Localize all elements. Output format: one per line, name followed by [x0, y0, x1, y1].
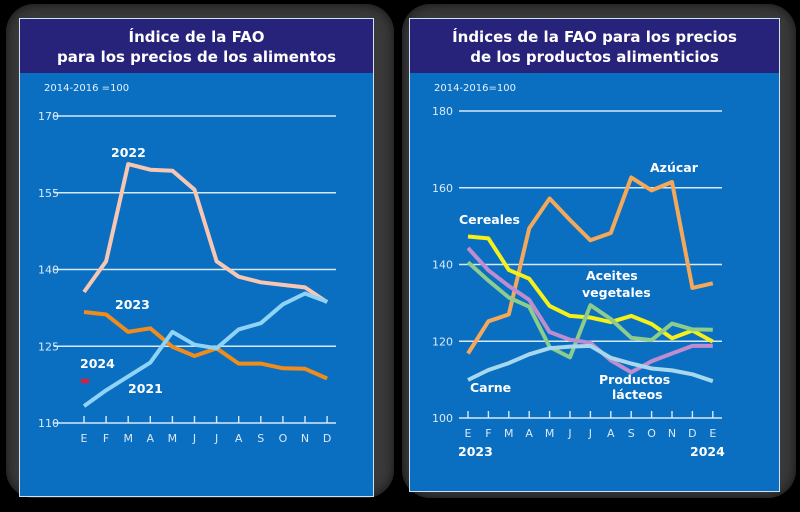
series-label: Cereales: [459, 212, 520, 227]
x-tick-label: A: [607, 427, 615, 440]
series-label: Carne: [470, 380, 511, 395]
y-tick-label: 170: [38, 110, 59, 123]
series-line-aceites-vegetales: [466, 260, 713, 360]
x-tick-label: M: [504, 427, 514, 440]
y-tick-label: 100: [432, 412, 453, 425]
series-label: 2023: [115, 297, 150, 312]
x-tick-label: S: [257, 432, 264, 445]
x-tick-label: M: [123, 432, 133, 445]
x-tick-label: J: [567, 427, 571, 440]
chart-title-line1: Índices de la FAO para los precios: [452, 28, 737, 46]
y-tick-label: 120: [432, 335, 453, 348]
x-tick-label: N: [301, 432, 309, 445]
x-tick-label: J: [588, 427, 592, 440]
series-line-2021: [82, 291, 328, 408]
series-line-cereales: [467, 234, 714, 344]
chart-title-line2: de los productos alimenticios: [470, 48, 719, 66]
x-tick-label: D: [688, 427, 696, 440]
x-tick-label: F: [485, 427, 491, 440]
series-label: vegetales: [582, 285, 651, 300]
x-tick-label: D: [323, 432, 331, 445]
x-tick-label: A: [147, 432, 155, 445]
x-tick-label: N: [668, 427, 676, 440]
series-label: Productos: [599, 372, 670, 387]
y-tick-label: 140: [38, 264, 59, 277]
x-tick-label: O: [647, 427, 656, 440]
y-tick-label: 125: [38, 340, 59, 353]
series-label: 2024: [80, 356, 115, 371]
commodity-price-indices-chart: Índices de la FAO para los precios de lo…: [409, 18, 780, 492]
y-tick-label: 110: [38, 417, 59, 430]
x-tick-label: M: [545, 427, 555, 440]
y-tick-label: 180: [432, 105, 453, 118]
y-tick-label: 140: [432, 259, 453, 272]
x-tick-label: M: [168, 432, 178, 445]
series-label: 2021: [128, 381, 163, 396]
y-tick-label: 160: [432, 182, 453, 195]
chart-subtitle: 2014-2016 =100: [44, 83, 130, 94]
x-tick-label: O: [279, 432, 288, 445]
series-label: 2022: [111, 145, 146, 160]
chart-title: Índice de la FAO para los precios de los…: [20, 19, 373, 73]
year-label-end: 2024: [690, 444, 725, 459]
series-label: lácteos: [612, 387, 663, 402]
x-tick-label: E: [81, 432, 88, 445]
x-tick-label: E: [709, 427, 716, 440]
series-line-carne: [467, 343, 714, 384]
x-tick-label: J: [214, 432, 218, 445]
y-tick-label: 155: [38, 187, 59, 200]
series-line-azúcar: [466, 175, 714, 355]
series-line-productos-lácteos: [466, 246, 713, 375]
series-label: Azúcar: [650, 160, 699, 175]
series-line-2022: [82, 162, 329, 304]
food-price-index-chart: Índice de la FAO para los precios de los…: [19, 18, 374, 497]
x-tick-label: F: [103, 432, 109, 445]
chart-title-line2: para los precios de los alimentos: [56, 48, 337, 66]
x-tick-label: S: [628, 427, 635, 440]
x-tick-label: E: [465, 427, 472, 440]
chart-subtitle: 2014-2016=100: [434, 83, 516, 94]
x-tick-label: A: [525, 427, 533, 440]
chart-title: Índices de la FAO para los precios de lo…: [410, 19, 779, 73]
x-tick-label: A: [235, 432, 243, 445]
chart-title-line1: Índice de la FAO: [128, 28, 265, 46]
x-tick-label: J: [192, 432, 196, 445]
series-line-2023: [83, 310, 328, 381]
year-label-start: 2023: [458, 444, 493, 459]
series-label: Aceites: [586, 268, 638, 283]
